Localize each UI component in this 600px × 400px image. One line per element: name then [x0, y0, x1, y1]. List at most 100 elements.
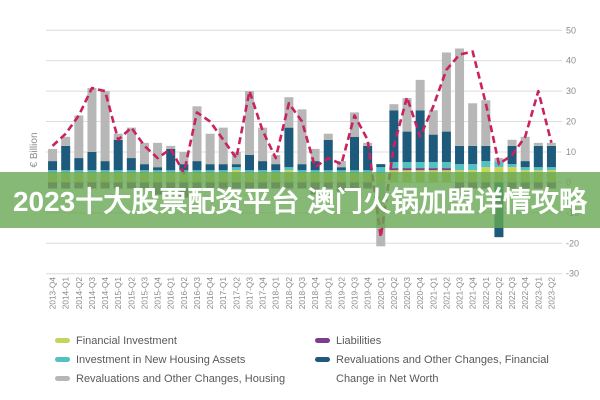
bar-segment-new-housing — [350, 170, 360, 174]
x-tick-label: 2023-Q1 — [533, 277, 543, 310]
bar-segment-reval-housing — [113, 133, 123, 140]
bar-segment-reval-financial — [126, 158, 136, 171]
bar-segment-reval-financial — [74, 158, 84, 171]
bar-segment-reval-financial — [428, 134, 438, 163]
x-tick-label: 2022-Q2 — [494, 277, 504, 310]
bar-segment-reval-housing — [402, 98, 412, 132]
bar-segment-new-housing — [139, 170, 149, 174]
bar-segment-reval-financial — [336, 167, 346, 171]
y-tick-label: 40 — [566, 56, 576, 66]
bar-segment-reval-financial — [153, 167, 163, 171]
x-tick-label: 2020-Q2 — [389, 277, 399, 310]
bar-segment-reval-financial — [231, 164, 241, 168]
x-tick-label: 2016-Q2 — [179, 277, 189, 310]
bar-segment-reval-housing — [166, 145, 176, 149]
bar-segment-reval-financial — [271, 164, 281, 171]
bar-segment-reval-housing — [271, 155, 281, 165]
x-tick-label: 2020-Q1 — [376, 277, 386, 310]
bar-segment-reval-financial — [48, 161, 58, 171]
bar-segment-new-housing — [546, 167, 556, 171]
legend-item: Financial Investment — [55, 331, 305, 350]
bar-segment-reval-housing — [468, 103, 478, 146]
x-tick-label: 2017-Q4 — [258, 277, 268, 310]
bar-segment-new-housing — [166, 170, 176, 174]
x-tick-label: 2015-Q2 — [126, 277, 136, 310]
bar-segment-reval-financial — [441, 131, 451, 163]
bar-segment-new-housing — [363, 170, 373, 174]
x-tick-label: 2021-Q3 — [455, 277, 465, 310]
y-axis-labels: 50403020100-10-20-30 — [566, 25, 579, 278]
bar-segment-reval-financial — [297, 164, 307, 171]
legend-label: Liabilities — [336, 334, 382, 347]
x-tick-label: 2014-Q3 — [87, 277, 97, 310]
x-tick-label: 2021-Q2 — [441, 277, 451, 310]
x-tick-label: 2015-Q1 — [113, 277, 123, 310]
x-tick-label: 2017-Q1 — [218, 277, 228, 310]
bar-segment-reval-housing — [310, 148, 320, 162]
bar-segment-reval-housing — [48, 148, 58, 162]
bar-segment-reval-housing — [74, 115, 84, 159]
bar-segment-liabilities — [402, 168, 412, 171]
bar-segment-reval-housing — [389, 104, 399, 111]
legend-dashed-line-swatch — [315, 377, 330, 380]
bar-segment-reval-financial — [468, 145, 478, 165]
x-tick-label: 2022-Q1 — [481, 277, 491, 310]
bar-segment-new-housing — [389, 162, 399, 169]
legend-label: Financial Investment — [76, 334, 177, 347]
bar-segment-reval-financial — [389, 110, 399, 163]
x-tick-label: 2019-Q4 — [363, 277, 373, 310]
x-tick-label: 2014-Q2 — [74, 277, 84, 310]
bar-segment-new-housing — [87, 170, 97, 174]
bar-segment-new-housing — [297, 170, 307, 174]
bar-segment-new-housing — [481, 161, 491, 168]
bar-segment-reval-financial — [363, 145, 373, 171]
bar-segment-reval-housing — [126, 127, 136, 159]
bar-segment-reval-housing — [455, 48, 465, 146]
bar-segment-reval-financial — [205, 164, 215, 171]
bar-segment-new-housing — [284, 167, 294, 171]
bar-segment-reval-housing — [350, 112, 360, 137]
legend-item: Liabilities — [315, 331, 585, 350]
bar-segment-reval-housing — [546, 142, 556, 146]
bar-segment-new-housing — [113, 170, 123, 174]
bar-segment-reval-housing — [481, 100, 491, 146]
bar-segment-liabilities — [389, 168, 399, 171]
bar-segment-reval-financial — [533, 145, 543, 168]
bar-segment-reval-housing — [415, 79, 425, 111]
legend-item: Revaluations and Other Changes, Financia… — [315, 350, 585, 369]
bar-segment-new-housing — [323, 170, 333, 174]
bar-segment-new-housing — [428, 162, 438, 169]
bar-segment-reval-housing — [520, 136, 530, 162]
bar-segment-reval-housing — [258, 127, 268, 162]
x-tick-label: 2018-Q1 — [271, 277, 281, 310]
x-tick-label: 2020-Q4 — [415, 277, 425, 310]
bar-segment-liabilities — [428, 168, 438, 171]
bar-segment-reval-housing — [441, 52, 451, 132]
y-tick-label: -20 — [566, 238, 579, 248]
bar-segment-reval-housing — [87, 88, 97, 152]
x-tick-label: 2017-Q3 — [244, 277, 254, 310]
bar-segment-new-housing — [441, 162, 451, 169]
bar-segment-liabilities — [441, 168, 451, 171]
bar-segment-reval-financial — [218, 164, 228, 171]
bar-segment-new-housing — [415, 162, 425, 169]
net-worth-line — [51, 50, 553, 239]
bar-segment-reval-housing — [205, 133, 215, 165]
bar-segment-reval-financial — [192, 161, 202, 171]
bar-segment-liabilities — [415, 168, 425, 171]
bar-segment-new-housing — [100, 170, 110, 174]
legend-label: Investment in New Housing Assets — [76, 353, 246, 366]
bar-segment-reval-housing — [61, 136, 71, 146]
bar-segment-reval-financial — [113, 139, 123, 171]
bar-segment-reval-housing — [100, 91, 110, 162]
x-tick-label: 2019-Q2 — [336, 277, 346, 310]
legend-label: Revaluations and Other Changes, Financia… — [336, 353, 549, 366]
x-tick-label: 2014-Q1 — [61, 277, 71, 310]
x-tick-label: 2014-Q4 — [100, 277, 110, 310]
bar-segment-reval-financial — [87, 151, 97, 171]
bar-segment-reval-housing — [179, 151, 189, 165]
bar-segment-new-housing — [402, 162, 412, 169]
legend-column-1: Financial Investment Investment in New Ho… — [55, 331, 305, 393]
bar-segment-new-housing — [126, 170, 136, 174]
